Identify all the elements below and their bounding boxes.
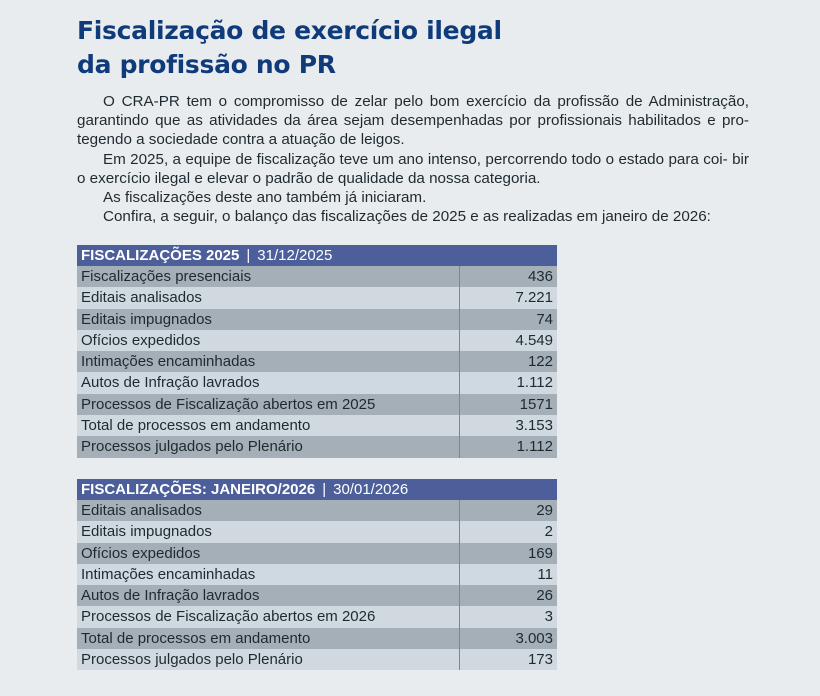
table-row: Fiscalizações presenciais 436 — [77, 266, 557, 288]
row-label: Ofícios expedidos — [77, 542, 460, 564]
table-2025-body: Fiscalizações presenciais 436 Editais anal… — [77, 266, 557, 458]
row-label: Processos julgados pelo Plenário — [77, 649, 460, 671]
row-value: 7.221 — [515, 289, 553, 307]
table-2026-heading: FISCALIZAÇÕES: JANEIRO/2026 — [81, 481, 316, 498]
row-value: 1571 — [519, 395, 553, 413]
table-row: Editais impugnados 74 — [77, 308, 557, 330]
table-row: Intimações encaminhadas 11 — [77, 563, 557, 586]
row-value: 173 — [527, 651, 553, 669]
intro-text: O CRA-PR tem o compromisso de zelar pelo… — [77, 92, 749, 226]
table-row: Total de processos em andamento 3.153 — [77, 415, 557, 437]
table-row: Editais impugnados 2 — [77, 521, 557, 543]
row-value: 26 — [536, 587, 553, 605]
row-label: Processos de Fiscalização abertos em 202… — [77, 393, 460, 416]
row-label: Intimações encaminhadas — [77, 351, 460, 373]
table-2025-date: 31/12/2025 — [257, 247, 333, 264]
table-row: Ofícios expedidos 4.549 — [77, 329, 557, 352]
table-2026-separator: | — [322, 481, 327, 498]
table-2026-date: 30/01/2026 — [333, 481, 409, 498]
table-row: Processos julgados pelo Plenário 173 — [77, 649, 557, 671]
row-value: 4.549 — [515, 331, 553, 349]
table-row: Processos de Fiscalização abertos em 202… — [77, 606, 557, 628]
row-value: 74 — [536, 310, 553, 328]
row-label: Ofícios expedidos — [77, 329, 460, 352]
row-label: Processos julgados pelo Plenário — [77, 436, 460, 458]
table-2026-body: Editais analisados 29 Editais impugnados 2 O… — [77, 500, 557, 671]
table-row: Intimações encaminhadas 122 — [77, 351, 557, 373]
row-value: 2 — [544, 523, 553, 541]
row-label: Editais impugnados — [77, 521, 460, 543]
intro-paragraph-1: O CRA-PR tem o compromisso de zelar pelo… — [77, 92, 749, 150]
title-line-1: Fiscalização de exercício ilegal — [77, 16, 502, 45]
row-value: 29 — [536, 502, 553, 519]
row-value: 11 — [537, 565, 553, 583]
row-value: 3.153 — [515, 417, 553, 435]
intro-p2-line1: Em 2025, a equipe de fiscalização teve u… — [103, 150, 728, 168]
table-row: Autos de Infração lavrados 26 — [77, 585, 557, 607]
title-line-2: da profissão no PR — [77, 50, 336, 79]
row-label: Processos de Fiscalização abertos em 202… — [77, 606, 460, 628]
row-label: Editais analisados — [77, 287, 460, 309]
table-2025-header: FISCALIZAÇÕES 2025 | 31/12/2025 — [77, 245, 557, 266]
page-title: Fiscalização de exercício ilegal da prof… — [77, 14, 502, 82]
table-2026-header: FISCALIZAÇÕES: JANEIRO/2026 | 30/01/2026 — [77, 479, 557, 500]
row-value: 1.112 — [516, 438, 553, 456]
intro-p1-line3: tegendo a sociedade contra a atuação de … — [77, 131, 405, 149]
intro-p2-line2: bir o exercício ilegal e elevar o padrão… — [77, 150, 749, 187]
row-label: Editais impugnados — [77, 308, 460, 330]
row-label: Editais analisados — [77, 500, 460, 522]
table-row: Processos julgados pelo Plenário 1.112 — [77, 436, 557, 458]
table-2025: FISCALIZAÇÕES 2025 | 31/12/2025 Fiscalizaç… — [77, 245, 557, 458]
table-row: Editais analisados 7.221 — [77, 287, 557, 309]
table-row: Editais analisados 29 — [77, 500, 557, 522]
row-value: 3.003 — [515, 629, 553, 647]
table-2025-separator: | — [246, 247, 251, 264]
row-value: 3 — [544, 608, 553, 626]
intro-p1-line1: O CRA-PR tem o compromisso de zelar pelo… — [103, 93, 749, 110]
table-2026: FISCALIZAÇÕES: JANEIRO/2026 | 30/01/2026 E… — [77, 479, 557, 671]
row-label: Total de processos em andamento — [77, 627, 460, 650]
row-label: Autos de Infração lavrados — [77, 372, 460, 394]
table-row: Ofícios expedidos 169 — [77, 542, 557, 564]
row-label: Autos de Infração lavrados — [77, 585, 460, 607]
table-row: Total de processos em andamento 3.003 — [77, 627, 557, 650]
table-row: Autos de Infração lavrados 1.112 — [77, 372, 557, 394]
table-row: Processos de Fiscalização abertos em 202… — [77, 393, 557, 416]
row-value: 436 — [527, 268, 553, 285]
row-value: 1.112 — [516, 374, 553, 392]
intro-p1-line2: garantindo que as atividades da área sej… — [77, 112, 749, 130]
intro-paragraph-4: Confira, a seguir, o balanço das fiscali… — [103, 208, 711, 226]
intro-paragraph-3: As fiscalizações deste ano também já ini… — [103, 189, 427, 207]
row-value: 122 — [527, 353, 553, 371]
intro-paragraph-2: Em 2025, a equipe de fiscalização teve u… — [77, 150, 749, 188]
row-value: 169 — [527, 544, 553, 562]
row-label: Total de processos em andamento — [77, 415, 460, 437]
row-label: Intimações encaminhadas — [77, 563, 460, 586]
row-label: Fiscalizações presenciais — [77, 266, 460, 288]
table-2025-heading: FISCALIZAÇÕES 2025 — [81, 247, 240, 264]
